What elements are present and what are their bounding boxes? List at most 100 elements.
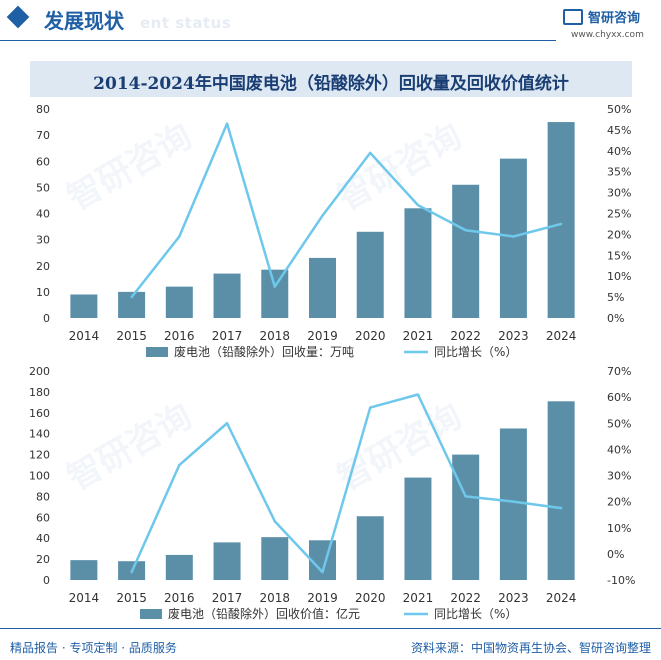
bar [70,560,98,580]
y-tick-label: 50 [36,181,50,194]
y-tick-label: 80 [36,103,50,116]
line-point [464,495,467,498]
y-tick-label: 70 [36,129,50,142]
x-tick-label: 2019 [307,591,338,605]
y2-tick-label: 5% [607,291,624,304]
y2-tick-label: 45% [607,124,631,137]
bar [70,294,98,318]
bar [165,554,193,580]
y-tick-label: 20 [36,553,50,566]
line-point [464,229,467,232]
legend-label-bar: 废电池（铅酸除外）回收量：万吨 [174,344,354,359]
x-tick-label: 2023 [498,591,529,605]
x-tick-label: 2014 [69,329,100,343]
y-tick-label: 160 [29,407,50,420]
y2-tick-label: 50% [607,103,631,116]
y-tick-label: 40 [36,532,50,545]
y-tick-label: 0 [43,574,50,587]
y2-tick-label: 15% [607,249,631,262]
x-tick-label: 2015 [116,329,147,343]
y2-tick-label: 30% [607,187,631,200]
line-point [178,235,181,238]
growth-line [130,122,562,298]
logo-icon [563,9,583,25]
y2-tick-label: 25% [607,208,631,221]
x-tick-label: 2024 [546,591,577,605]
line-point [321,570,324,574]
line-point [559,506,563,510]
x-tick-label: 2019 [307,329,338,343]
y-tick-label: 60 [36,155,50,168]
chart-banner: 2014-2024年中国废电池（铅酸除外）回收量及回收价值统计 [30,61,632,97]
line-point [512,235,515,238]
logo-name: 智研咨询 [588,11,641,26]
y-tick-label: 80 [36,490,50,503]
footer: 精品报告 · 专项定制 · 品质服务 资料来源：中国物资再生协会、智研咨询整理 [0,628,661,660]
logo-url: www.chyxx.com [571,30,644,40]
line-point [512,500,515,503]
x-tick-label: 2024 [546,329,577,343]
x-tick-label: 2018 [259,591,290,605]
bar [165,286,193,318]
bar [499,428,527,580]
legend-label-line: 同比增长（%） [434,607,517,621]
y2-tick-label: 0% [607,312,624,325]
y-tick-label: 40 [36,208,50,221]
x-tick-label: 2020 [355,329,386,343]
y-tick-label: 30 [36,234,50,247]
line-point [130,295,133,299]
x-tick-label: 2014 [69,591,100,605]
chart-recovery-value: 0 20 40 60 80 100 120 140 160 180 200 -10% 0% 10% 20% 3… [29,365,635,621]
footer-tagline: 精品报告 · 专项定制 · 品质服务 [10,641,177,655]
y2-tick-label: 40% [607,145,631,158]
bar [404,208,432,318]
line-point [416,203,420,207]
bar [547,401,575,580]
x-tick-label: 2022 [450,329,481,343]
ghost-subtitle: ent status [140,14,232,32]
footer-rule [0,628,661,629]
y-tick-label: 20 [36,260,50,273]
line-point [178,463,181,467]
y-tick-label: 100 [29,470,50,483]
x-tick-label: 2023 [498,329,529,343]
legend-swatch-bar [146,347,168,357]
bar [356,516,384,580]
header-rule [0,40,556,41]
y2-tick-label: -10% [607,574,635,587]
x-tick-label: 2020 [355,591,386,605]
y2-tick-label: 10% [607,270,631,283]
bar [213,542,241,580]
y-tick-label: 10 [36,286,50,299]
y2-tick-label: 35% [607,166,631,179]
x-tick-label: 2017 [212,591,243,605]
footer-source: 资料来源：中国物资再生协会、智研咨询整理 [410,641,651,655]
legend-swatch-bar [140,609,162,619]
y2-tick-label: 30% [607,470,631,483]
section-title: 发展现状 [44,9,124,33]
chart-recovery-volume: 0 10 20 30 40 50 60 70 80 0% 5% 10% 15% 20% 25% 30% 35% 4… [36,103,631,359]
bar [499,158,527,318]
bar [404,477,432,580]
y2-tick-label: 10% [607,522,631,535]
legend-label-bar: 废电池（铅酸除外）回收价值：亿元 [168,606,360,621]
line-point [225,422,229,425]
y2-tick-label: 0% [607,548,624,561]
y-tick-label: 180 [29,386,50,399]
bar [547,122,575,318]
growth-line [130,393,562,574]
line-point [369,406,372,409]
y2-tick-label: 20% [607,228,631,241]
chart-title: 2014-2024年中国废电池（铅酸除外）回收量及回收价值统计 [93,74,569,94]
line-point [416,393,420,396]
y-tick-label: 0 [43,312,50,325]
line-point [369,151,372,155]
x-tick-label: 2021 [403,591,434,605]
line-point [225,122,229,125]
line-point [273,285,276,288]
x-tick-label: 2022 [450,591,481,605]
bar [213,273,241,318]
y2-tick-label: 70% [607,365,631,378]
line-point [321,214,324,217]
x-tick-label: 2016 [164,329,195,343]
